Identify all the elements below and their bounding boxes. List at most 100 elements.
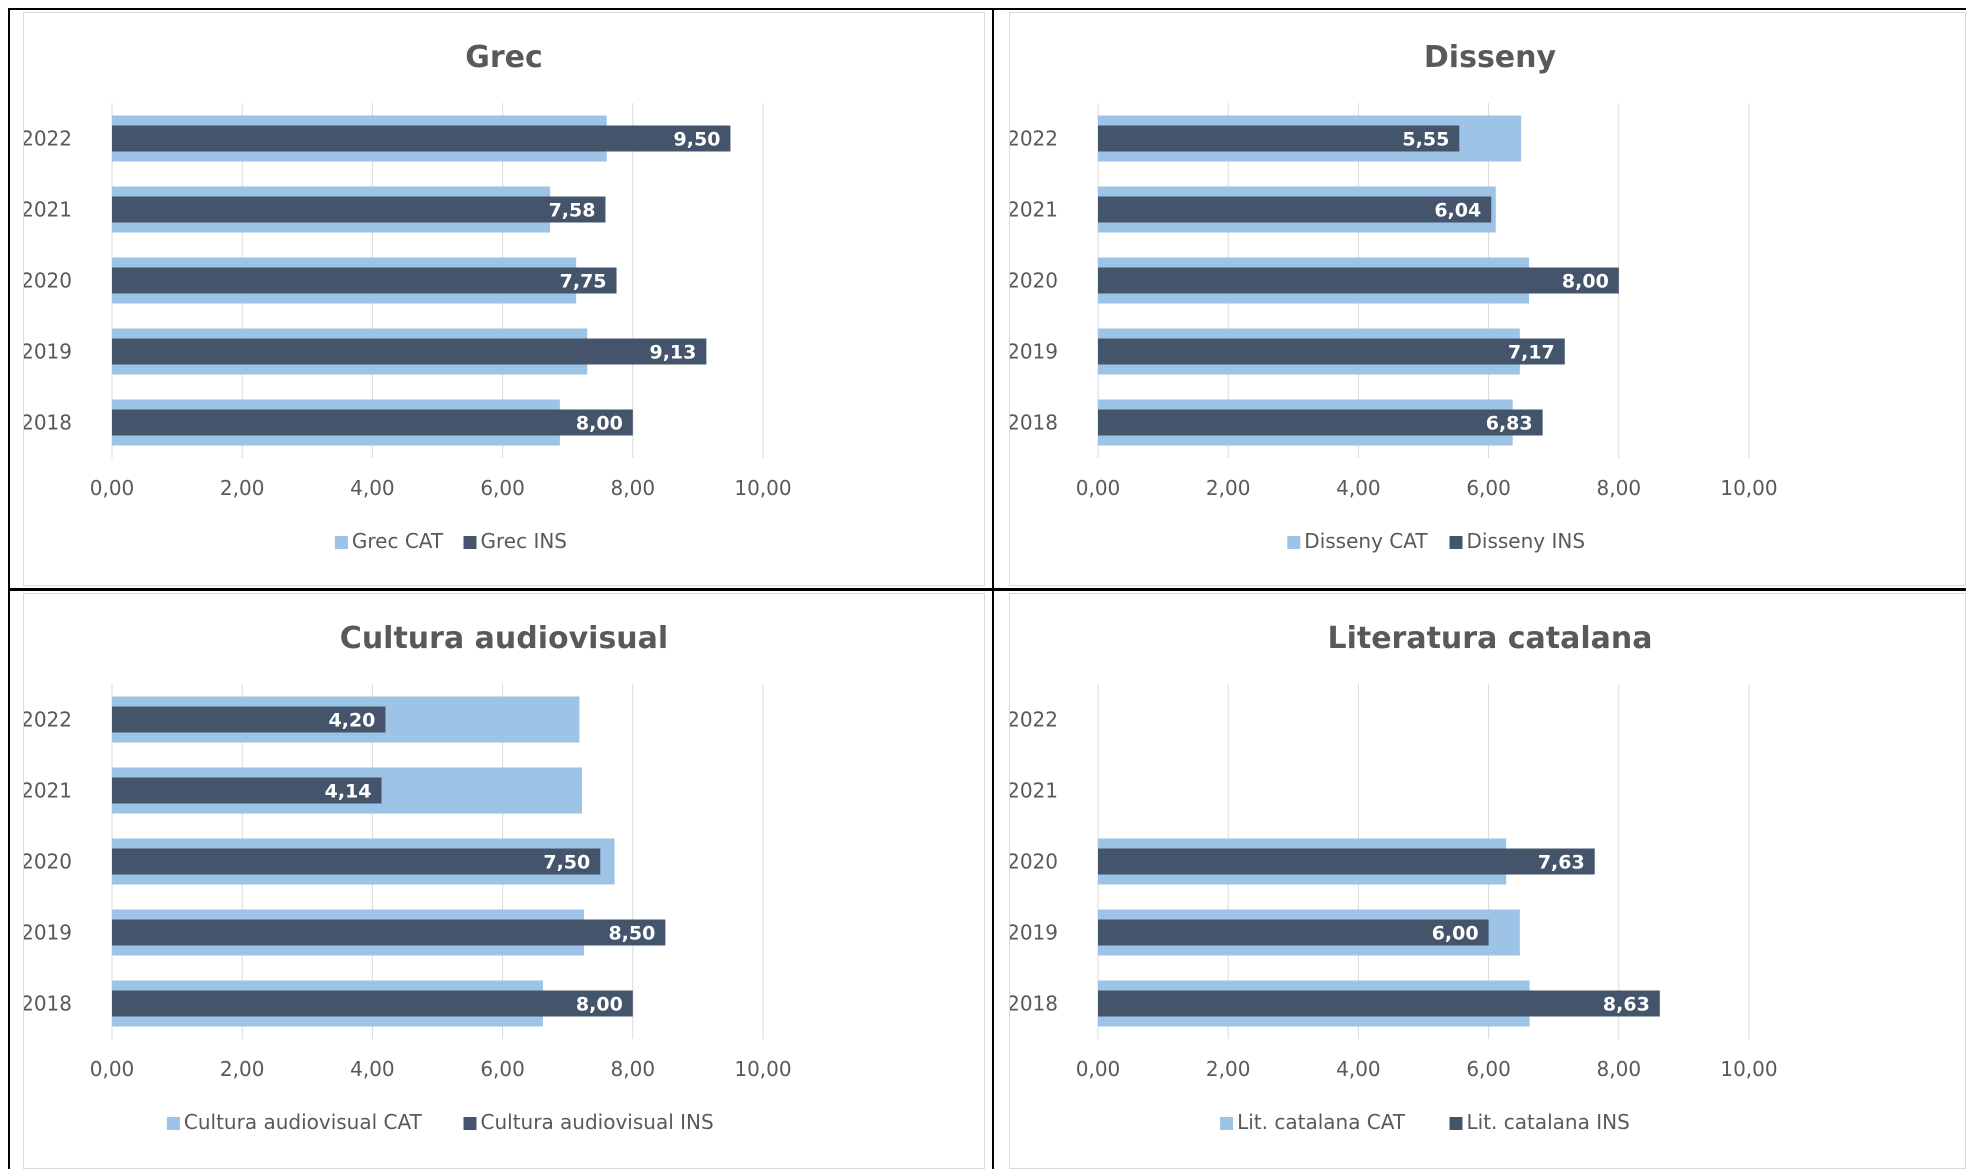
bar-cultura-audiovisual-ins (112, 990, 633, 1017)
x-tick-label: 4,00 (350, 1057, 395, 1081)
x-tick-label: 2,00 (220, 1057, 265, 1081)
legend-swatch-disseny-ins (1449, 536, 1463, 549)
bar-lit-catalana-ins (1098, 848, 1595, 875)
y-category-label: 2021 (1010, 198, 1058, 222)
data-label: 8,63 (1603, 994, 1650, 1016)
x-tick-label: 0,00 (1076, 476, 1121, 500)
y-category-label: 2022 (1010, 127, 1058, 151)
chart-title: Literatura catalana (1327, 621, 1652, 656)
y-category-label: 2020 (24, 269, 72, 293)
chart-panel-grec: Grec 0,00 2,00 4,00 6,00 8,00 10,00 2018 8,00 201… (23, 12, 985, 586)
legend-label-cultura-audiovisual-cat: Cultura audiovisual CAT (184, 1110, 423, 1134)
chart-panel-literatura-catalana: Literatura catalana 0,00 2,00 4,00 6,00 8,00 1… (1009, 593, 1966, 1169)
bar-lit-catalana-ins (1098, 919, 1489, 946)
legend-label-cultura-audiovisual-ins: Cultura audiovisual INS (481, 1110, 714, 1134)
legend-label-lit-catalana-ins: Lit. catalana INS (1467, 1110, 1630, 1134)
x-tick-label: 0,00 (90, 476, 135, 500)
y-category-label: 2022 (24, 127, 72, 151)
x-tick-label: 4,00 (1336, 1057, 1381, 1081)
x-tick-label: 4,00 (1336, 476, 1381, 500)
x-tick-label: 10,00 (1720, 1057, 1777, 1081)
data-label: 8,00 (1562, 271, 1609, 293)
data-label: 6,00 (1432, 923, 1479, 945)
legend-label-disseny-cat: Disseny CAT (1304, 529, 1428, 553)
legend-swatch-grec-ins (463, 536, 477, 549)
legend-label-lit-catalana-cat: Lit. catalana CAT (1237, 1110, 1406, 1134)
data-label: 8,00 (576, 994, 623, 1016)
bar-disseny-ins (1098, 125, 1460, 152)
bar-disseny-ins (1098, 267, 1619, 294)
x-tick-label: 8,00 (1597, 1057, 1642, 1081)
bar-grec-ins (112, 409, 633, 436)
y-category-label: 2019 (1010, 921, 1058, 945)
x-tick-label: 2,00 (220, 476, 265, 500)
bar-disseny-ins (1098, 338, 1565, 365)
bar-disseny-ins (1098, 196, 1492, 223)
bar-cultura-audiovisual-ins (112, 919, 666, 946)
bar-grec-ins (112, 125, 731, 152)
y-category-label: 2018 (1010, 411, 1058, 435)
x-tick-label: 6,00 (480, 476, 525, 500)
x-tick-label: 0,00 (90, 1057, 135, 1081)
x-tick-label: 8,00 (611, 1057, 656, 1081)
legend-swatch-grec-cat (334, 536, 348, 549)
bar-cultura-audiovisual-ins (112, 777, 382, 804)
legend-label-grec-cat: Grec CAT (352, 529, 444, 553)
data-label: 4,20 (329, 710, 376, 732)
y-category-label: 2022 (1010, 708, 1058, 732)
bar-disseny-ins (1098, 409, 1543, 436)
x-tick-label: 2,00 (1206, 1057, 1251, 1081)
chart-title: Disseny (1424, 40, 1557, 75)
x-tick-label: 0,00 (1076, 1057, 1121, 1081)
data-label: 7,17 (1508, 342, 1555, 364)
x-tick-label: 2,00 (1206, 476, 1251, 500)
chart-cultura-audiovisual: Cultura audiovisual 0,00 2,00 4,00 6,00 8,00 1… (24, 621, 792, 1134)
chart-panel-disseny: Disseny 0,00 2,00 4,00 6,00 8,00 10,00 2018 6,83… (1009, 12, 1966, 586)
legend-swatch-disseny-cat (1287, 536, 1301, 549)
y-category-label: 2018 (24, 411, 72, 435)
x-tick-label: 4,00 (350, 476, 395, 500)
data-label: 9,13 (649, 342, 696, 364)
legend-swatch-lit-catalana-cat (1220, 1117, 1234, 1130)
y-category-label: 2018 (24, 992, 72, 1016)
data-label: 5,55 (1402, 129, 1449, 151)
chart-disseny: Disseny 0,00 2,00 4,00 6,00 8,00 10,00 2018 6,83… (1010, 40, 1778, 553)
chart-title: Grec (465, 40, 543, 75)
legend-swatch-cultura-audiovisual-cat (166, 1117, 180, 1130)
frame-middle-horizontal (8, 588, 1966, 591)
y-category-label: 2019 (24, 921, 72, 945)
bar-grec-ins (112, 196, 606, 223)
chart-panel-cultura-audiovisual: Cultura audiovisual 0,00 2,00 4,00 6,00 8,00 1… (23, 593, 985, 1169)
y-category-label: 2022 (24, 708, 72, 732)
y-category-label: 2021 (24, 779, 72, 803)
legend-label-disseny-ins: Disseny INS (1467, 529, 1586, 553)
y-category-label: 2021 (1010, 779, 1058, 803)
x-tick-label: 6,00 (1466, 1057, 1511, 1081)
y-category-label: 2020 (24, 850, 72, 874)
bar-grec-ins (112, 338, 707, 365)
frame-top (8, 8, 1966, 10)
legend-swatch-cultura-audiovisual-ins (463, 1117, 477, 1130)
data-label: 4,14 (325, 781, 372, 803)
x-tick-label: 6,00 (480, 1057, 525, 1081)
chart-title: Cultura audiovisual (340, 621, 668, 656)
y-category-label: 2020 (1010, 269, 1058, 293)
data-label: 8,50 (608, 923, 655, 945)
x-tick-label: 8,00 (1597, 476, 1642, 500)
data-label: 7,50 (543, 852, 590, 874)
legend-swatch-lit-catalana-ins (1449, 1117, 1463, 1130)
chart-grec: Grec 0,00 2,00 4,00 6,00 8,00 10,00 2018 8,00 201… (24, 40, 792, 553)
x-tick-label: 10,00 (734, 1057, 791, 1081)
x-tick-label: 8,00 (611, 476, 656, 500)
bar-cultura-audiovisual-ins (112, 848, 601, 875)
data-label: 8,00 (576, 413, 623, 435)
data-label: 9,50 (674, 129, 721, 151)
data-label: 7,58 (549, 200, 596, 222)
data-label: 7,63 (1538, 852, 1585, 874)
y-category-label: 2019 (1010, 340, 1058, 364)
bar-grec-ins (112, 267, 617, 294)
y-category-label: 2019 (24, 340, 72, 364)
chart-literatura-catalana: Literatura catalana 0,00 2,00 4,00 6,00 8,00 1… (1010, 621, 1778, 1134)
x-tick-label: 10,00 (734, 476, 791, 500)
data-label: 6,04 (1434, 200, 1481, 222)
